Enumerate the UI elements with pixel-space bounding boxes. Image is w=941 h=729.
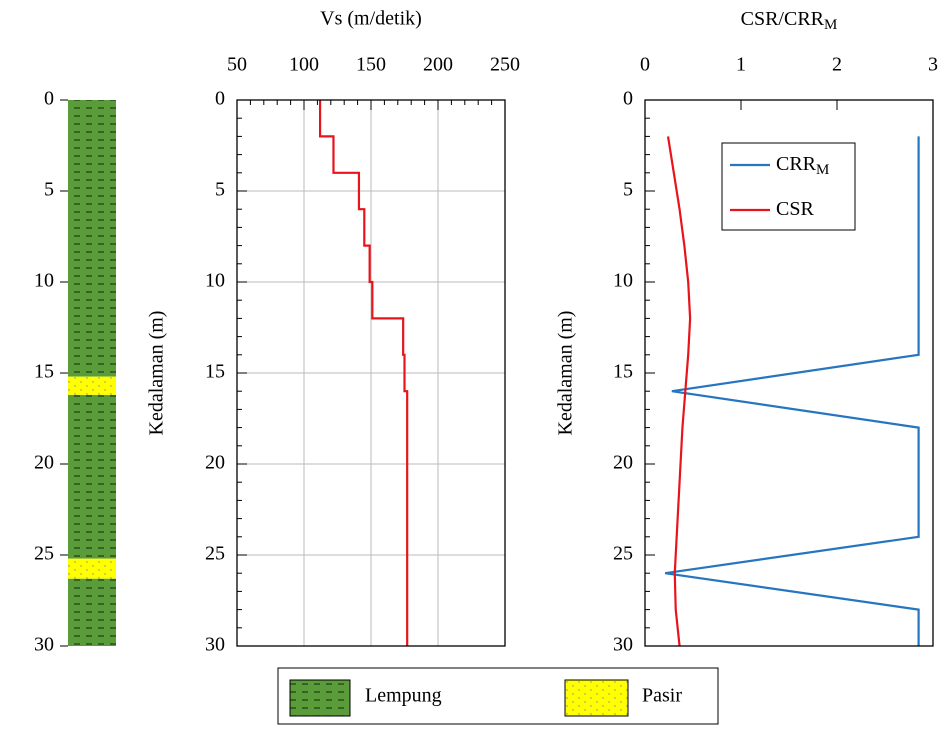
y-tick-label: 30 [205, 634, 225, 656]
y-tick-label: 25 [613, 543, 633, 565]
x-tick-label: 3 [928, 54, 938, 76]
x-tick-label: 0 [640, 54, 650, 76]
y-tick-label: 5 [44, 179, 54, 201]
y-tick-label: 30 [613, 634, 633, 656]
legend-box [721, 142, 856, 231]
legend-subscript: M [816, 162, 829, 178]
x-tick-label: 2 [832, 54, 842, 76]
y-tick-label: 10 [205, 270, 225, 292]
y-tick-label: 5 [623, 179, 633, 201]
y-tick-label: 15 [205, 361, 225, 383]
data-line [665, 136, 920, 646]
y-tick-label: 30 [34, 634, 54, 656]
x-tick-label: 50 [227, 54, 247, 76]
chart-title: CSR/CRRM [741, 8, 838, 34]
legend-label: Lempung [365, 685, 442, 707]
x-tick-label: 150 [356, 54, 386, 76]
y-tick-label: 0 [44, 88, 54, 110]
stratum [68, 394, 116, 559]
y-tick-label: 5 [215, 179, 225, 201]
title-subscript: M [824, 17, 837, 33]
stratum [68, 376, 116, 395]
x-tick-label: 250 [490, 54, 520, 76]
legend-strata: Lempung Pasir [277, 667, 719, 725]
legend-name: CSR [776, 198, 814, 220]
data-line [666, 136, 692, 647]
stratum [68, 578, 116, 646]
y-tick-label: 20 [34, 452, 54, 474]
y-tick-label: 10 [34, 270, 54, 292]
data-line [318, 100, 409, 646]
legend-label: CSR [776, 198, 814, 220]
title-text: CSR/CRR [741, 8, 825, 30]
chart-title: Vs (m/detik) [320, 8, 422, 30]
y-tick-label: 10 [613, 270, 633, 292]
legend-box [277, 667, 719, 725]
x-tick-label: 1 [736, 54, 746, 76]
y-tick-label: 15 [613, 361, 633, 383]
legend-name: CRR [776, 153, 817, 175]
legend-label: CRRM [776, 153, 829, 179]
legend-label: Pasir [642, 685, 682, 707]
stratum [68, 558, 116, 579]
y-tick-label: 25 [34, 543, 54, 565]
y-tick-label: 25 [205, 543, 225, 565]
plot-frame [644, 99, 934, 647]
legend-swatch [564, 679, 629, 717]
y-tick-label: 20 [613, 452, 633, 474]
y-axis-label: Kedalaman (m) [146, 311, 168, 436]
y-tick-label: 20 [205, 452, 225, 474]
y-axis-label: Kedalaman (m) [555, 311, 577, 436]
legend-swatch [289, 679, 351, 717]
y-tick-label: 15 [34, 361, 54, 383]
y-tick-label: 0 [623, 88, 633, 110]
x-tick-label: 200 [423, 54, 453, 76]
plot-frame [236, 99, 506, 647]
y-tick-label: 0 [215, 88, 225, 110]
x-tick-label: 100 [289, 54, 319, 76]
stratum [68, 100, 116, 377]
